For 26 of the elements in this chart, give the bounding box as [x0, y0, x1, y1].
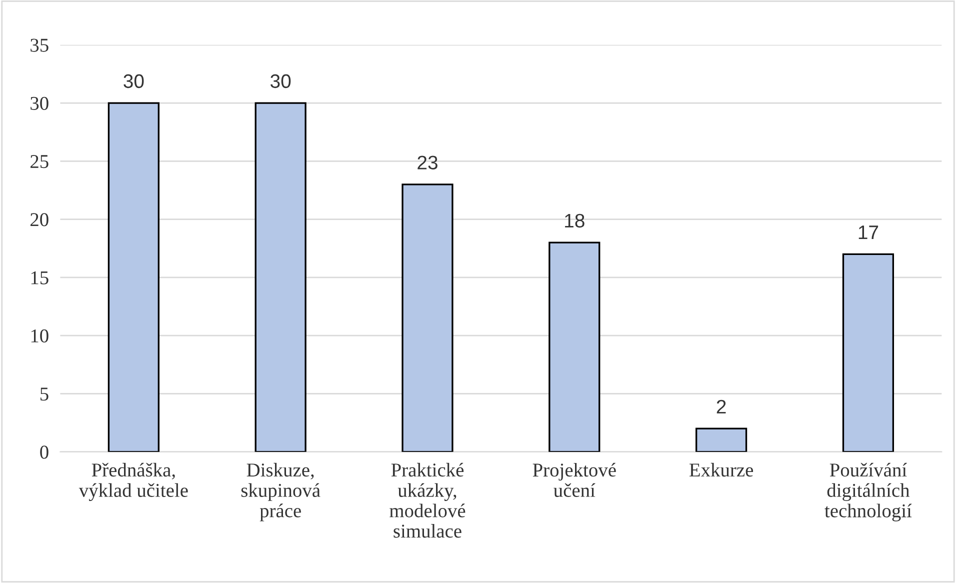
y-tick-label: 35 — [30, 38, 48, 52]
bar — [548, 242, 600, 452]
data-label: 23 — [418, 156, 438, 170]
bar — [695, 428, 748, 452]
y-tick-label: 10 — [31, 329, 48, 342]
bar — [402, 184, 454, 452]
data-label: 30 — [124, 74, 144, 88]
x-tick-label: Exkurze — [689, 462, 754, 477]
y-tick-label: 30 — [30, 96, 48, 110]
x-tick-label: Přednáška, výklad učitele — [78, 462, 188, 501]
y-tick-label: 5 — [40, 388, 48, 401]
y-tick-label: 15 — [31, 271, 48, 284]
data-label: 30 — [270, 74, 291, 88]
bar — [254, 102, 306, 452]
y-tick-label: 0 — [40, 446, 48, 459]
y-tick-label: 25 — [30, 155, 48, 168]
x-tick-label: Projektové učení — [532, 462, 616, 497]
x-tick-label: Diskuze, skupinová práce — [241, 462, 320, 522]
x-tick-label: Používání digitálních technologií — [824, 462, 912, 522]
bar — [842, 253, 894, 452]
bar — [108, 102, 160, 452]
y-tick-label: 20 — [30, 213, 48, 226]
data-label: 18 — [565, 214, 584, 228]
data-label: 2 — [716, 400, 726, 414]
data-label: 17 — [858, 226, 878, 240]
x-tick-label: Praktické ukázky, modelové simulace — [390, 462, 466, 538]
